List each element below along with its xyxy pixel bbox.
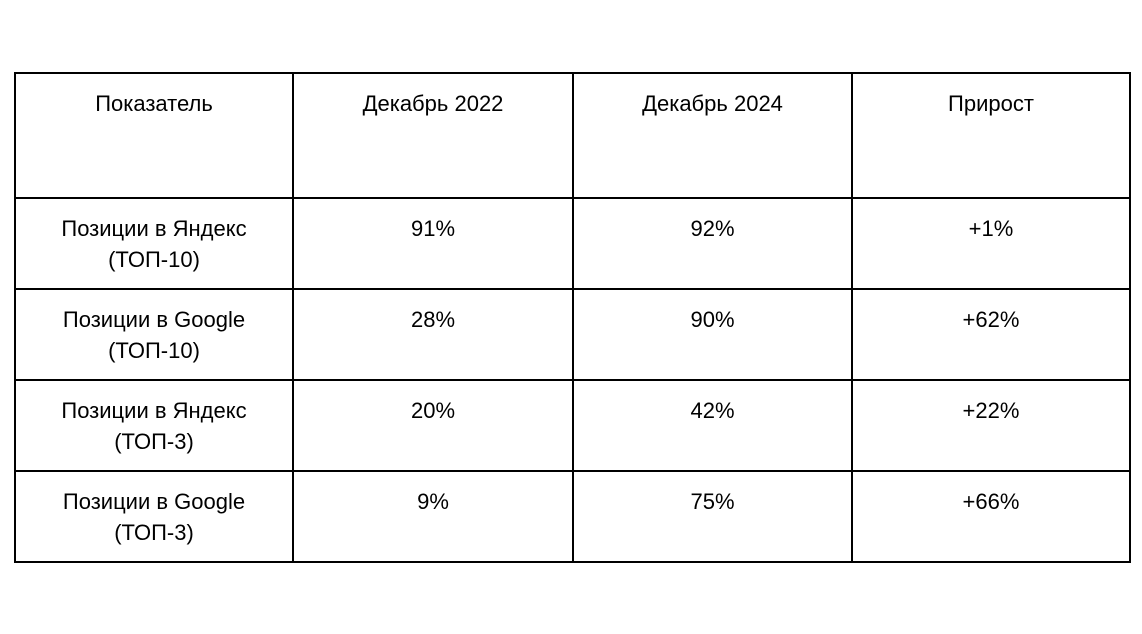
cell-growth: +62%: [851, 288, 1131, 381]
row-label-line1: Позиции в Google: [62, 489, 246, 514]
cell-value-2022: 28%: [292, 288, 574, 381]
cell-value-2024: 92%: [572, 197, 853, 290]
row-label-google-top10: Позиции в Google (ТОП-10): [14, 288, 294, 381]
cell-value-2022: 91%: [292, 197, 574, 290]
column-header-metric: Показатель: [14, 72, 294, 199]
cell-growth: +1%: [851, 197, 1131, 290]
row-label-yandex-top10: Позиции в Яндекс (ТОП-10): [14, 197, 294, 290]
seo-metrics-table: Показатель Декабрь 2022 Декабрь 2024 При…: [14, 72, 1131, 563]
row-label-line2: (ТОП-10): [108, 247, 200, 272]
row-label-google-top3: Позиции в Google (ТОП-3): [14, 470, 294, 563]
table-row: Позиции в Google (ТОП-10) 28% 90% +62%: [14, 288, 1131, 381]
row-label-line1: Позиции в Google: [62, 307, 246, 332]
column-header-growth: Прирост: [851, 72, 1131, 199]
table-row: Позиции в Google (ТОП-3) 9% 75% +66%: [14, 470, 1131, 563]
cell-value-2024: 42%: [572, 379, 853, 472]
row-label-line1: Позиции в Яндекс: [61, 216, 247, 241]
row-label-line2: (ТОП-3): [114, 520, 194, 545]
row-label-line1: Позиции в Яндекс: [61, 398, 247, 423]
table-row: Позиции в Яндекс (ТОП-3) 20% 42% +22%: [14, 379, 1131, 472]
row-label-line2: (ТОП-3): [114, 429, 194, 454]
cell-value-2024: 75%: [572, 470, 853, 563]
cell-growth: +66%: [851, 470, 1131, 563]
column-header-december-2024: Декабрь 2024: [572, 72, 853, 199]
table-row: Позиции в Яндекс (ТОП-10) 91% 92% +1%: [14, 197, 1131, 290]
row-label-line2: (ТОП-10): [108, 338, 200, 363]
table-header-row: Показатель Декабрь 2022 Декабрь 2024 При…: [14, 72, 1131, 199]
cell-value-2024: 90%: [572, 288, 853, 381]
row-label-yandex-top3: Позиции в Яндекс (ТОП-3): [14, 379, 294, 472]
cell-value-2022: 20%: [292, 379, 574, 472]
column-header-december-2022: Декабрь 2022: [292, 72, 574, 199]
cell-value-2022: 9%: [292, 470, 574, 563]
cell-growth: +22%: [851, 379, 1131, 472]
